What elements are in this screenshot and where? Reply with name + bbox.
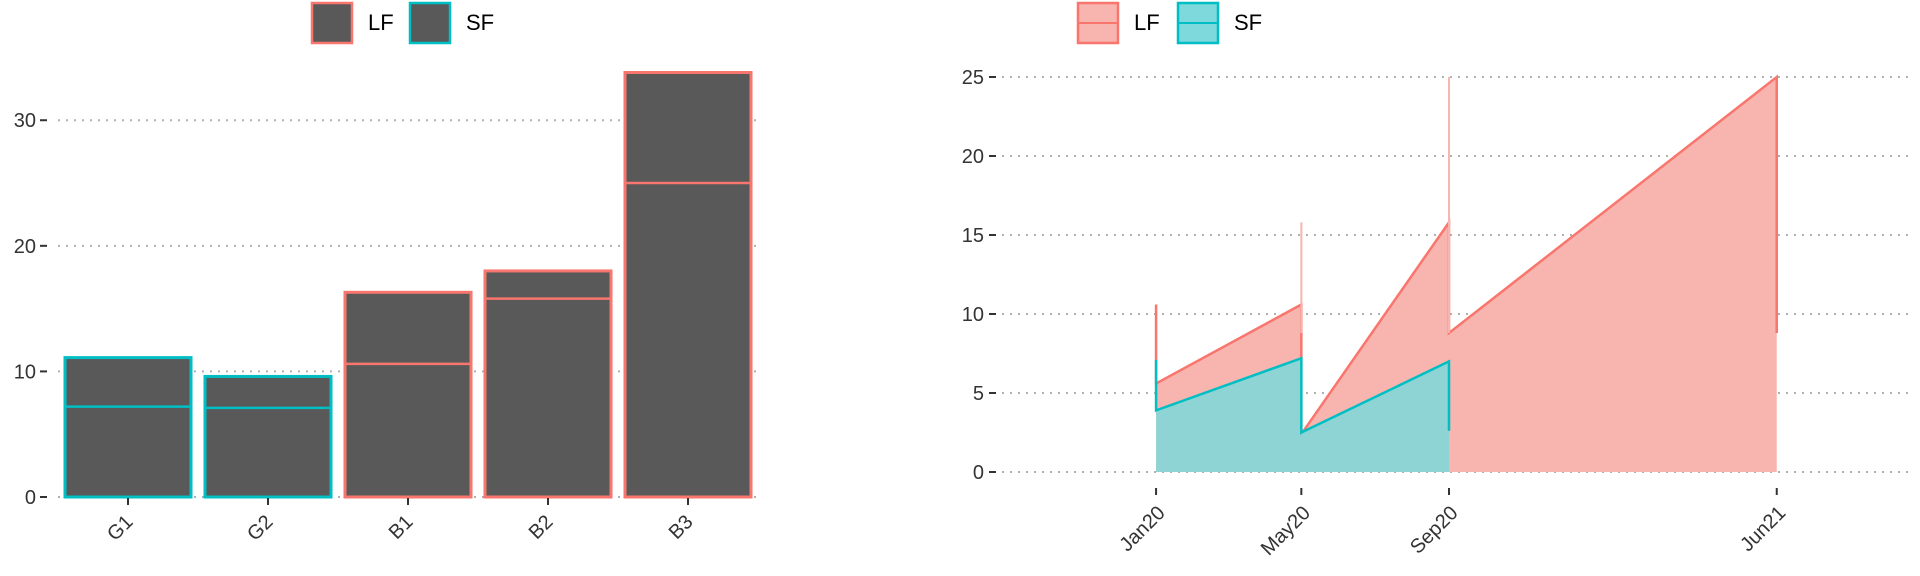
x-tick-label: G2 <box>243 511 277 545</box>
x-tick-label: Jun21 <box>1736 502 1790 556</box>
y-tick-label: 20 <box>962 146 984 168</box>
x-tick-label: B2 <box>525 511 558 544</box>
area-lf <box>1156 77 1777 472</box>
legend-key-sf <box>408 1 452 45</box>
y-tick-label: 20 <box>14 236 36 258</box>
bar <box>203 374 333 499</box>
y-tick-label: 0 <box>25 487 36 509</box>
line-lf <box>1154 74 1778 439</box>
x-tick-label: B1 <box>385 511 418 544</box>
legend-label-lf: LF <box>1134 10 1160 35</box>
bar <box>483 269 613 499</box>
legend-label-lf: LF <box>368 10 394 35</box>
area-sf <box>1156 358 1449 472</box>
legend-label-sf: SF <box>466 10 494 35</box>
x-tick-label: Jan20 <box>1116 502 1170 556</box>
line-sf <box>1154 356 1451 435</box>
x-tick-label: B3 <box>665 511 698 544</box>
legend-label-sf: SF <box>1234 10 1262 35</box>
y-tick-label: 15 <box>962 225 984 247</box>
bar <box>343 290 473 499</box>
y-tick-label: 5 <box>973 383 984 405</box>
x-tick-label: May20 <box>1257 502 1315 560</box>
legend-key-lf <box>310 1 354 45</box>
y-tick-label: 10 <box>962 304 984 326</box>
bar <box>63 356 193 499</box>
x-tick-label: Sep20 <box>1406 502 1462 558</box>
y-tick-label: 10 <box>14 361 36 383</box>
y-tick-label: 30 <box>14 110 36 132</box>
x-tick-label: G1 <box>103 511 137 545</box>
bar-chart: 0 10 20 30 G1 G2 B1 B2 B3 LF SF <box>14 1 758 545</box>
y-tick-label: 0 <box>973 462 984 484</box>
bar <box>623 71 753 499</box>
area-chart: 0 5 10 15 20 25 Jan20 May20 Sep20 Jun21 LF SF <box>962 1 1910 560</box>
y-tick-label: 25 <box>962 67 984 89</box>
